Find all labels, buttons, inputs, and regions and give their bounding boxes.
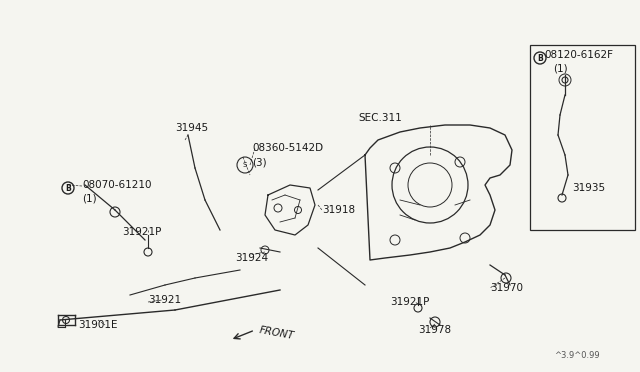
Text: FRONT: FRONT	[258, 325, 294, 341]
Text: 31921P: 31921P	[390, 297, 429, 307]
Text: 31978: 31978	[418, 325, 451, 335]
Text: (1): (1)	[553, 63, 568, 73]
Bar	[530, 45, 635, 230]
Text: 31921P: 31921P	[122, 227, 161, 237]
Text: ^3.9^0.99: ^3.9^0.99	[554, 351, 600, 360]
Text: 31918: 31918	[322, 205, 355, 215]
Text: 08360-5142D: 08360-5142D	[252, 143, 323, 153]
Text: 31921: 31921	[148, 295, 181, 305]
Text: B: B	[65, 183, 71, 192]
Text: B: B	[537, 54, 543, 62]
Text: 31970: 31970	[490, 283, 523, 293]
Text: SEC.311: SEC.311	[358, 113, 402, 123]
Text: S: S	[243, 162, 247, 168]
Text: 08070-61210: 08070-61210	[82, 180, 152, 190]
Text: 31901E: 31901E	[78, 320, 118, 330]
Text: (1): (1)	[82, 193, 97, 203]
Text: (3): (3)	[252, 157, 267, 167]
Text: 31924: 31924	[235, 253, 268, 263]
Text: 08120-6162F: 08120-6162F	[544, 50, 613, 60]
Text: 31945: 31945	[175, 123, 208, 133]
Text: 31935: 31935	[572, 183, 605, 193]
